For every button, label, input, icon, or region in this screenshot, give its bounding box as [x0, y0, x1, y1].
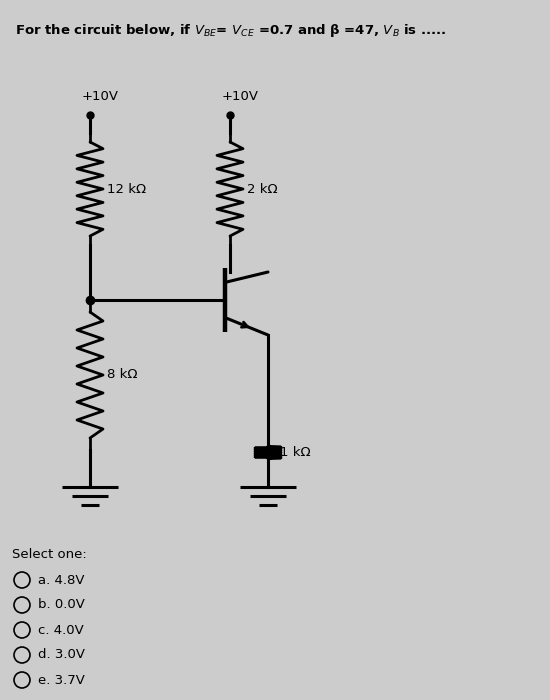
Text: 8 kΩ: 8 kΩ [107, 368, 138, 382]
Text: 1 kΩ: 1 kΩ [280, 446, 311, 459]
Text: +10V: +10V [222, 90, 259, 103]
Text: +10V: +10V [82, 90, 119, 103]
Text: b. 0.0V: b. 0.0V [38, 598, 85, 612]
Text: Select one:: Select one: [12, 548, 87, 561]
Text: c. 4.0V: c. 4.0V [38, 624, 84, 636]
Text: a. 4.8V: a. 4.8V [38, 573, 85, 587]
Text: e. 3.7V: e. 3.7V [38, 673, 85, 687]
Text: 12 kΩ: 12 kΩ [107, 183, 146, 195]
Text: d. 3.0V: d. 3.0V [38, 648, 85, 662]
Text: For the circuit below, if $V_{BE}$= $V_{CE}$ =0.7 and β =47, $V_B$ is .....: For the circuit below, if $V_{BE}$= $V_{… [15, 22, 446, 39]
Text: 2 kΩ: 2 kΩ [247, 183, 278, 195]
